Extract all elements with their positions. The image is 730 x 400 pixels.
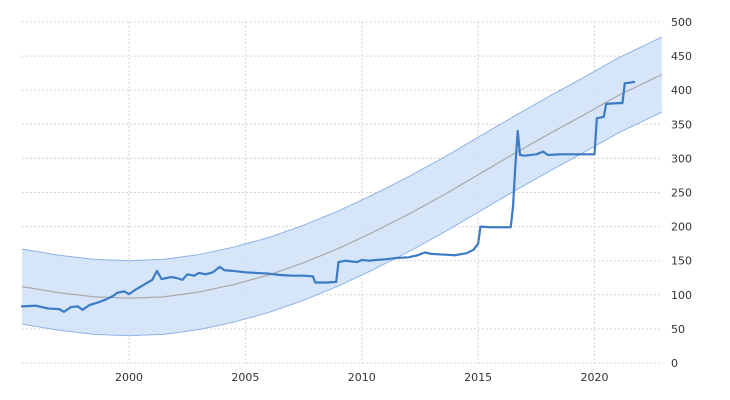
series-group xyxy=(20,80,636,313)
y-tick-label: 100 xyxy=(671,289,692,302)
y-tick-label: 500 xyxy=(671,16,692,29)
y-tick-label: 150 xyxy=(671,255,692,268)
y-tick-label: 0 xyxy=(671,357,678,370)
trend-line xyxy=(22,73,662,299)
x-tick-label: 2010 xyxy=(348,371,376,384)
y-tick-label: 250 xyxy=(671,187,692,200)
x-tick-label: 2000 xyxy=(115,371,143,384)
data-series-line xyxy=(20,80,636,313)
band-lower-edge xyxy=(22,111,662,337)
x-tick-label: 2015 xyxy=(464,371,492,384)
y-tick-label: 450 xyxy=(671,50,692,63)
confidence-band xyxy=(22,37,662,336)
y-tick-label: 300 xyxy=(671,152,692,165)
y-tick-label: 400 xyxy=(671,84,692,97)
y-tick-label: 200 xyxy=(671,221,692,234)
y-axis-ticks: 0 50 100 150 200 250 300 350 400 450 500 xyxy=(671,16,692,370)
trend-line-group xyxy=(22,73,662,299)
range-band xyxy=(22,36,662,337)
x-tick-label: 2020 xyxy=(581,371,609,384)
x-tick-label: 2005 xyxy=(231,371,259,384)
y-tick-label: 50 xyxy=(671,323,685,336)
band-upper-edge xyxy=(22,36,662,262)
x-axis-ticks: 2000 2005 2010 2015 2020 xyxy=(115,371,608,384)
y-tick-label: 350 xyxy=(671,118,692,131)
